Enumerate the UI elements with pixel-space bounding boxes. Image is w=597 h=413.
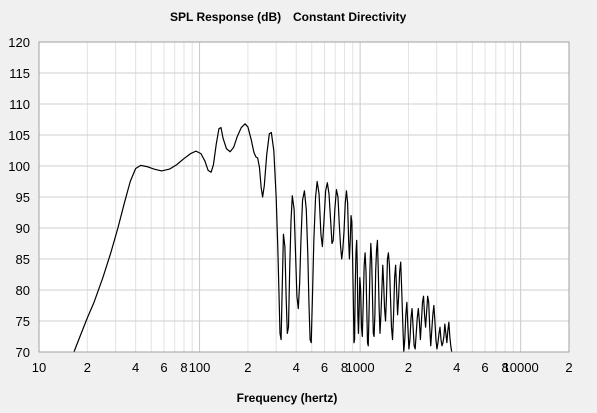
- x-tick-label: 8: [180, 360, 187, 375]
- y-tick-label: 95: [16, 190, 30, 205]
- x-tick-label: 4: [132, 360, 139, 375]
- plot-border: [38, 41, 570, 353]
- y-tick-label: 115: [9, 66, 30, 81]
- x-tick-label: 4: [293, 360, 300, 375]
- y-tick-label: 120: [8, 35, 30, 50]
- series-group: [73, 123, 453, 353]
- x-tick-label: 6: [160, 360, 167, 375]
- x-axis-label: Frequency (hertz): [237, 391, 338, 405]
- x-tick-label: 1000: [346, 360, 375, 375]
- y-tick-label: 110: [9, 97, 30, 112]
- x-tick-label: 2: [244, 360, 251, 375]
- x-tick-label: 2: [565, 360, 572, 375]
- x-tick-label: 100: [189, 360, 211, 375]
- y-tick-label: 90: [16, 221, 30, 236]
- x-tick-label: 6: [321, 360, 328, 375]
- x-tick-label: 8: [501, 360, 508, 375]
- y-axis-ticks: 120 115 110 105 100 95 90 85 80 75 70: [8, 35, 30, 360]
- x-tick-label: 8: [341, 360, 348, 375]
- x-tick-label: 10: [32, 360, 46, 375]
- x-tick-label: 2: [405, 360, 412, 375]
- series-line: [73, 123, 453, 353]
- x-tick-label: 4: [453, 360, 460, 375]
- y-tick-label: 85: [16, 252, 30, 267]
- y-tick-label: 100: [8, 159, 30, 174]
- y-tick-label: 105: [8, 128, 30, 143]
- chart-subtitle: Constant Directivity: [293, 10, 407, 24]
- y-tick-label: 75: [16, 314, 30, 329]
- x-tick-label: 6: [481, 360, 488, 375]
- y-tick-label: 70: [16, 345, 30, 360]
- y-tick-label: 80: [16, 283, 30, 298]
- x-tick-label: 10000: [503, 360, 539, 375]
- x-tick-label: 2: [84, 360, 91, 375]
- chart-title: SPL Response (dB): [170, 10, 281, 24]
